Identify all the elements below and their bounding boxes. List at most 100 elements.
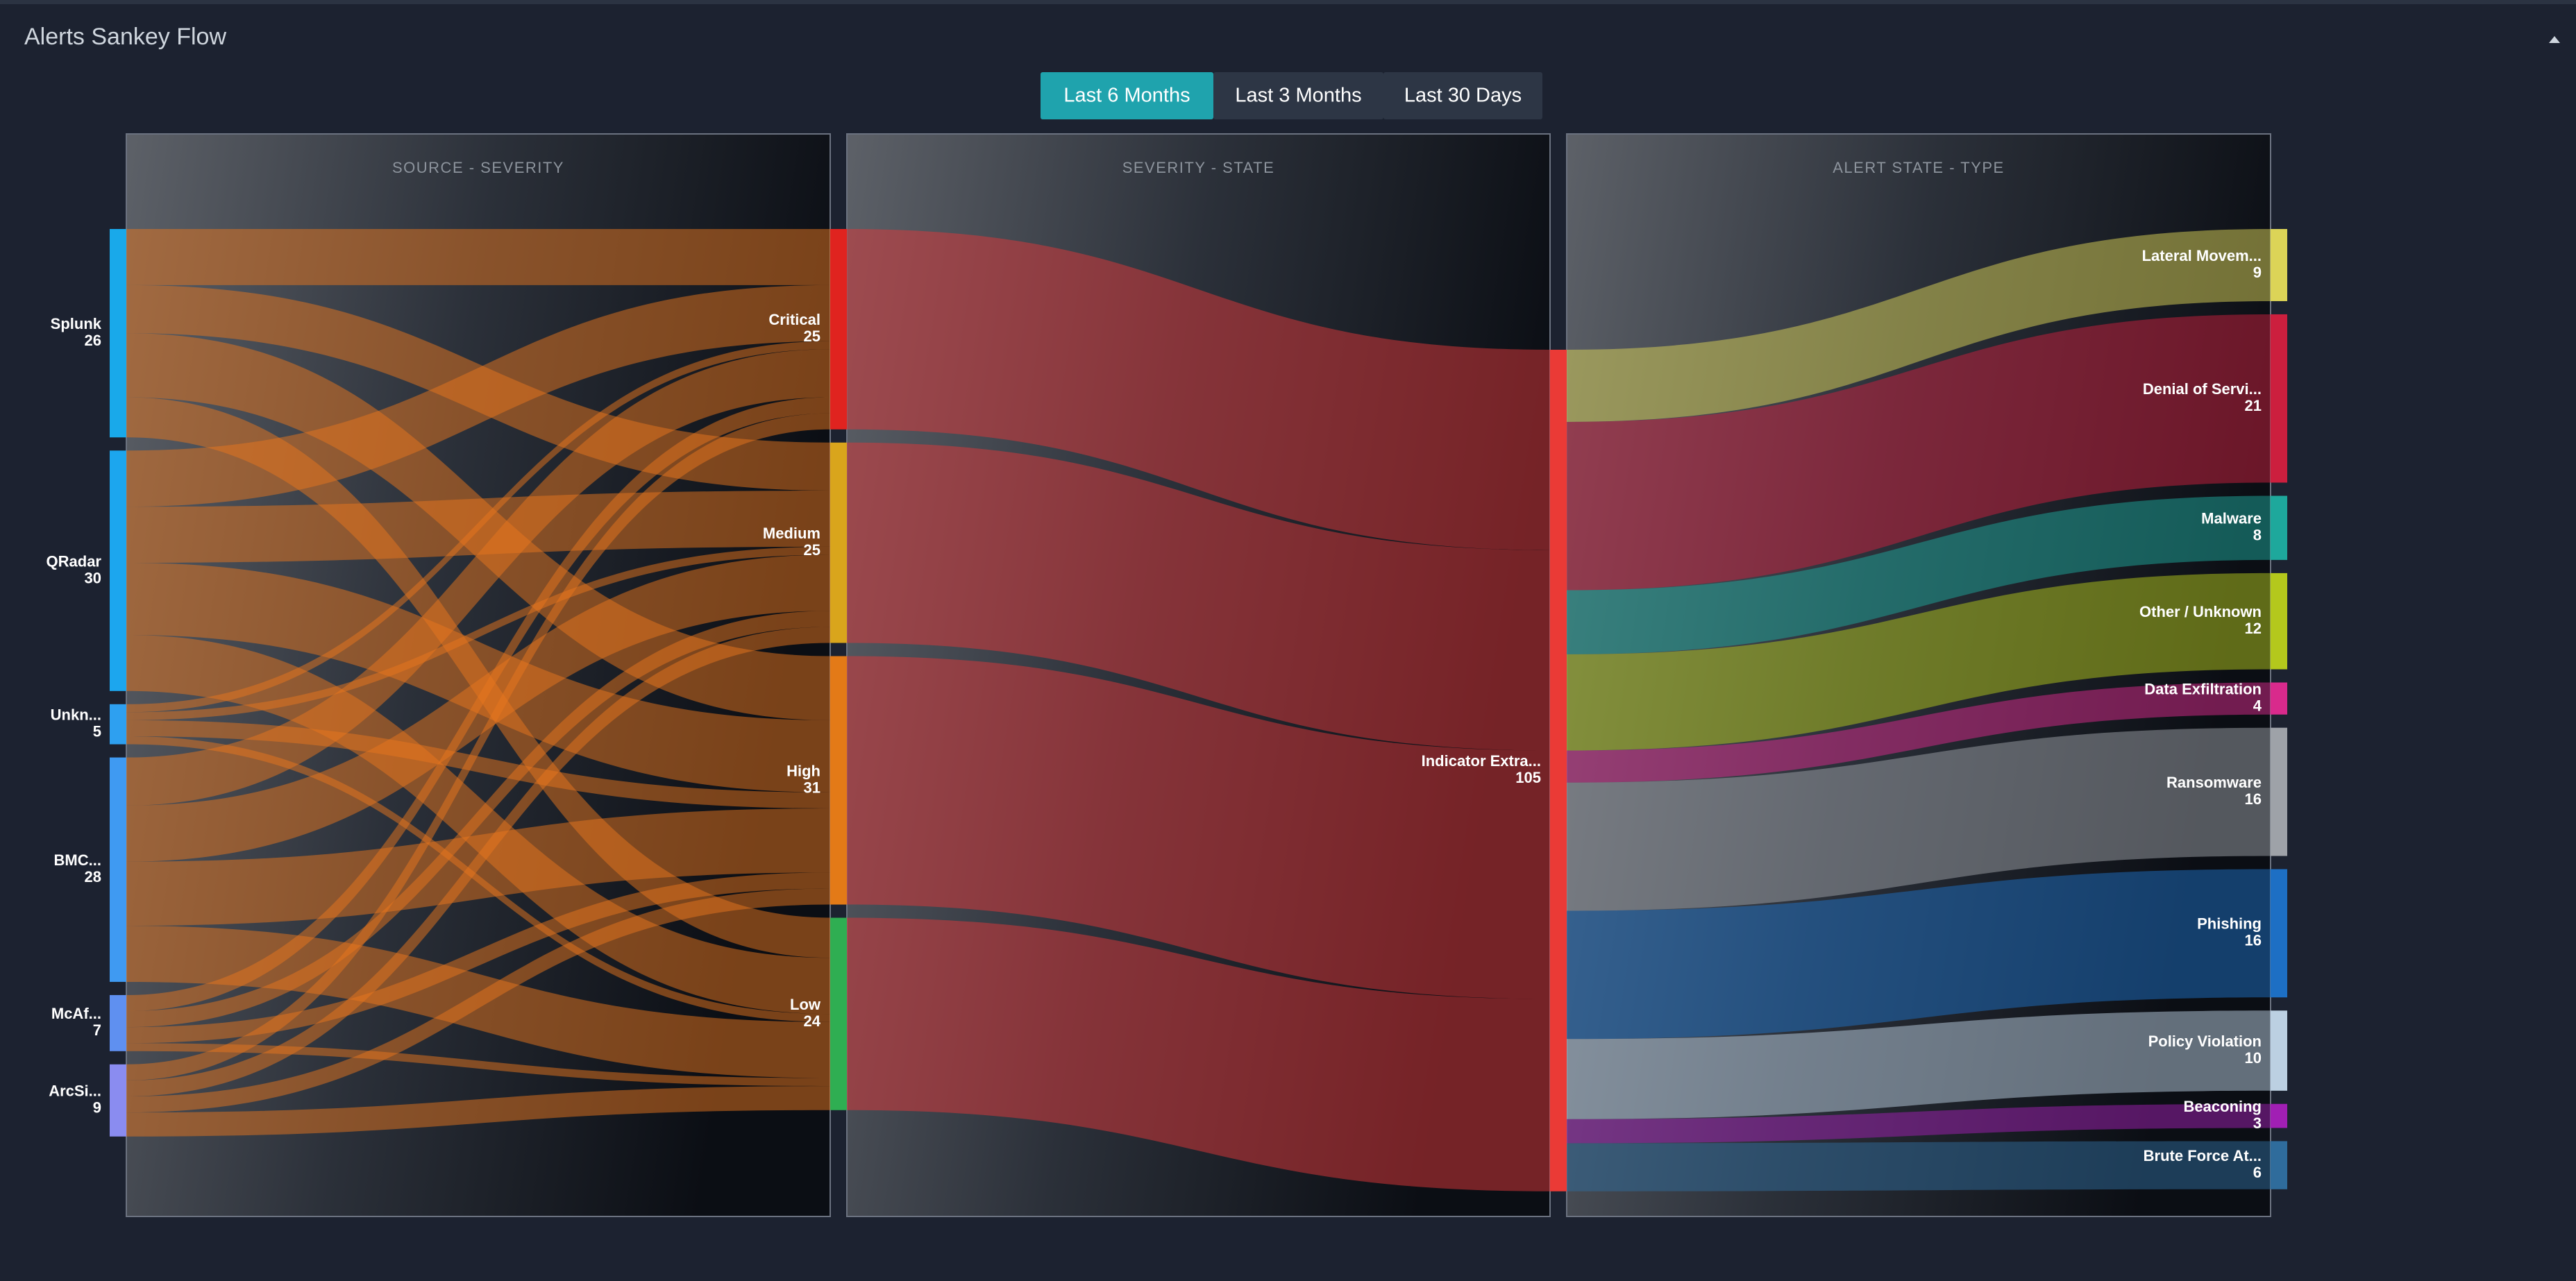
- node-name: Malware: [2201, 510, 2262, 527]
- node-name: High: [786, 762, 820, 779]
- node-name: Medium: [763, 525, 820, 542]
- panel-title: SEVERITY - STATE: [1122, 159, 1275, 176]
- node-value: 4: [2253, 697, 2262, 714]
- panel-title: SOURCE - SEVERITY: [392, 159, 564, 176]
- node-value: 30: [85, 569, 101, 586]
- sankey-node: [110, 450, 126, 691]
- node-value: 25: [804, 541, 820, 559]
- node-value: 10: [2245, 1049, 2262, 1067]
- sankey-link: [126, 397, 830, 1012]
- node-value: 21: [2245, 397, 2262, 414]
- sankey-link: [1567, 229, 2271, 422]
- sankey-link: [126, 413, 830, 1080]
- sankey-node: [830, 917, 847, 1110]
- sankey-node: [2271, 1103, 2287, 1128]
- node-name: Critical: [768, 311, 820, 328]
- sankey-node: [110, 704, 126, 745]
- page-title: Alerts Sankey Flow: [24, 24, 226, 50]
- node-value: 12: [2245, 620, 2262, 637]
- node-name: Phishing: [2197, 915, 2262, 933]
- panel-title: ALERT STATE - TYPE: [1833, 159, 2004, 176]
- node-name: Denial of Servi...: [2143, 380, 2262, 398]
- node-name: Data Exfiltration: [2144, 680, 2262, 697]
- time-range-label[interactable]: Last 3 Months: [1235, 85, 1361, 107]
- sankey-link: [126, 1043, 830, 1087]
- sankey-node: [110, 229, 126, 438]
- sankey-link: [126, 627, 830, 1096]
- node-value: 3: [2253, 1114, 2262, 1132]
- node-name: Low: [790, 996, 821, 1013]
- node-name: Splunk: [51, 315, 102, 332]
- time-range-button[interactable]: [1383, 72, 1542, 119]
- sankey-link: [126, 546, 830, 720]
- node-name: BMC...: [54, 851, 101, 869]
- sankey-link: [126, 888, 830, 1113]
- sankey-link: [1567, 727, 2271, 911]
- node-value: 7: [93, 1021, 101, 1039]
- sankey-link: [1567, 314, 2271, 591]
- node-value: 9: [2253, 264, 2262, 281]
- sankey-link: [1567, 869, 2271, 1040]
- sankey-node: [2271, 314, 2287, 483]
- sankey-node: [830, 656, 847, 905]
- sankey-link: [126, 563, 830, 792]
- time-range-button[interactable]: [1213, 72, 1383, 119]
- sankey-node: [2271, 682, 2287, 715]
- sankey-node: [2271, 572, 2287, 670]
- node-name: QRadar: [47, 552, 102, 570]
- node-name: Policy Violation: [2148, 1033, 2262, 1050]
- sankey-link: [126, 285, 830, 507]
- node-value: 31: [804, 779, 820, 796]
- sankey-node: [2271, 727, 2287, 856]
- collapse-icon[interactable]: [2549, 36, 2560, 43]
- time-range-button[interactable]: [1041, 72, 1213, 119]
- node-name: Indicator Extra...: [1422, 752, 1541, 770]
- node-name: Beaconing: [2184, 1098, 2262, 1115]
- sankey-node: [2271, 1141, 2287, 1189]
- sankey-node: [830, 442, 847, 643]
- node-name: Other / Unknown: [2139, 603, 2262, 620]
- node-value: 16: [2245, 932, 2262, 949]
- node-name: McAf...: [51, 1005, 101, 1022]
- node-value: 16: [2245, 790, 2262, 808]
- node-value: 24: [804, 1012, 821, 1030]
- node-value: 6: [2253, 1164, 2262, 1181]
- node-name: Lateral Movem...: [2142, 247, 2262, 264]
- sankey-link: [126, 341, 830, 713]
- node-name: Unkn...: [51, 706, 101, 723]
- sankey-link: [1567, 1103, 2271, 1144]
- node-value: 26: [85, 332, 101, 349]
- sankey-node: [110, 757, 126, 982]
- sankey-link: [847, 229, 1550, 550]
- node-value: 105: [1515, 769, 1541, 786]
- time-range-label[interactable]: Last 6 Months: [1063, 85, 1190, 107]
- sankey-link: [847, 656, 1550, 999]
- sankey-link: [126, 872, 830, 1044]
- sankey-link: [126, 1086, 830, 1137]
- sankey-link: [1567, 572, 2271, 751]
- node-value: 5: [93, 722, 101, 740]
- sankey-node: [110, 1064, 126, 1137]
- sankey-node: [110, 994, 126, 1051]
- node-name: Brute Force At...: [2144, 1147, 2262, 1164]
- sankey-link: [126, 349, 830, 806]
- time-range-label[interactable]: Last 30 Days: [1404, 85, 1522, 107]
- sankey-node: [2271, 869, 2287, 998]
- sankey-link: [1567, 1141, 2271, 1191]
- node-value: 25: [804, 328, 820, 345]
- node-value: 8: [2253, 527, 2262, 544]
- node-value: 9: [93, 1099, 101, 1117]
- sankey-link: [1567, 495, 2271, 654]
- sankey-node: [1550, 350, 1567, 1191]
- sankey-node: [2271, 1010, 2287, 1091]
- time-range-toggle: Last 6 Months Last 3 Months Last 30 Days: [1041, 72, 1542, 119]
- top-border: [0, 0, 2576, 4]
- sankey-link: [847, 442, 1550, 751]
- node-name: Ransomware: [2166, 774, 2262, 791]
- sankey-link: [126, 611, 830, 1028]
- links: [126, 229, 2271, 1191]
- sankey-link: [847, 917, 1550, 1191]
- sankey-link: [1567, 682, 2271, 783]
- sankey-link: [1567, 1010, 2271, 1119]
